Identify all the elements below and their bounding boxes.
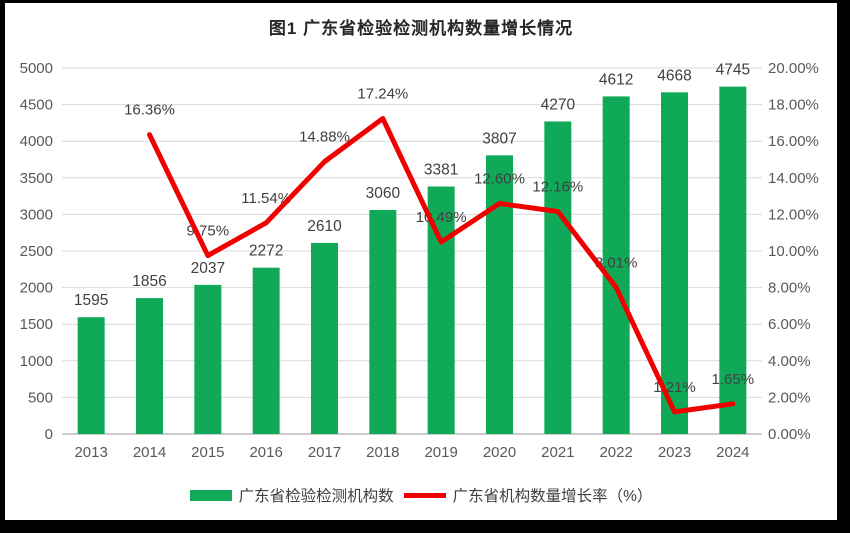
right-axis-tick-label: 10.00% (768, 243, 819, 260)
line-point-label: 12.60% (474, 170, 525, 187)
line-point-label: 14.88% (299, 129, 350, 146)
bar (602, 96, 630, 434)
line-point-label: 10.49% (416, 209, 467, 226)
line-point-label: 1.65% (712, 371, 755, 388)
x-axis-label: 2017 (308, 444, 341, 461)
line-point-label: 12.16% (532, 178, 583, 195)
bar-value-label: 1856 (132, 273, 166, 290)
bar-value-label: 1595 (74, 292, 108, 309)
bar (544, 121, 572, 434)
left-axis-tick-label: 3500 (20, 170, 53, 187)
bar-value-label: 3807 (482, 130, 516, 147)
line-point-label: 8.01% (595, 254, 638, 271)
bar (252, 267, 280, 434)
bar-value-label: 2272 (249, 243, 283, 260)
bar (77, 317, 105, 434)
bar-value-label: 2037 (191, 260, 225, 277)
x-axis-label: 2024 (716, 444, 749, 461)
bar (661, 92, 688, 434)
bar-value-label: 3060 (366, 185, 401, 202)
line-series-swatch (403, 492, 446, 498)
legend-label-growth-rate: 广东省机构数量增长率（%） (452, 488, 653, 505)
bar (719, 86, 747, 434)
x-axis-label: 2014 (133, 444, 166, 461)
left-axis-tick-label: 4500 (20, 97, 53, 114)
right-axis-tick-label: 8.00% (768, 280, 811, 297)
x-axis-label: 2022 (599, 444, 632, 461)
growth-rate-line (147, 116, 736, 415)
x-axis-label: 2013 (74, 444, 107, 461)
right-axis-tick-label: 2.00% (768, 389, 811, 406)
bar-value-label: 4270 (541, 96, 576, 113)
legend: 广东省检验检测机构数 广东省机构数量增长率（%） (5, 484, 837, 506)
left-axis-tick-label: 1500 (20, 316, 53, 333)
bar-value-label: 4612 (599, 71, 633, 88)
x-axis-label: 2020 (483, 444, 516, 461)
bar-series-swatch (189, 489, 232, 501)
left-axis-tick-label: 4000 (20, 133, 53, 150)
legend-label-institutions: 广东省检验检测机构数 (238, 488, 394, 505)
right-axis-tick-label: 14.00% (768, 170, 819, 187)
x-axis-label: 2023 (658, 444, 691, 461)
right-axis-tick-label: 18.00% (768, 97, 819, 114)
bar (311, 242, 338, 434)
x-axis-label: 2019 (424, 444, 457, 461)
x-axis-label: 2016 (249, 444, 282, 461)
bar (486, 155, 513, 434)
bar-value-label: 4668 (657, 67, 691, 84)
bar (136, 298, 163, 434)
right-axis-tick-label: 20.00% (768, 60, 819, 77)
left-axis-tick-label: 2500 (20, 243, 53, 260)
chart-title: 图1 广东省检验检测机构数量增长情况 (268, 19, 574, 38)
right-axis-tick-label: 12.00% (768, 206, 819, 223)
line-point-label: 16.36% (124, 102, 175, 119)
right-axis-tick-label: 6.00% (768, 316, 811, 333)
left-axis-tick-label: 0 (45, 426, 53, 443)
bar (369, 210, 397, 434)
bar (194, 284, 222, 434)
left-axis-tick-label: 5000 (20, 60, 53, 77)
right-axis-tick-label: 4.00% (768, 353, 811, 370)
left-axis-tick-label: 3000 (20, 206, 53, 223)
left-axis-tick-label: 2000 (20, 280, 53, 297)
right-axis-tick-label: 16.00% (768, 133, 819, 150)
bar-value-label: 2610 (307, 218, 342, 235)
left-axis-tick-label: 1000 (20, 353, 53, 370)
legend-item-institutions: 广东省检验检测机构数 (189, 484, 394, 506)
x-axis-label: 2015 (191, 444, 224, 461)
chart-plot-area: 0 500 1000 1500 2000 2500 3000 3500 4000 4500 5000… (20, 60, 819, 461)
right-axis-tick-label: 0.00% (768, 426, 811, 443)
bar-value-label: 4745 (716, 62, 750, 79)
bar-value-label: 3381 (424, 162, 458, 179)
line-point-label: 11.54% (241, 190, 291, 207)
legend-item-growth-rate: 广东省机构数量增长率（%） (403, 484, 653, 506)
x-axis-label: 2021 (541, 444, 574, 461)
x-axis-label: 2018 (366, 444, 399, 461)
line-point-label: 17.24% (357, 86, 408, 103)
left-axis-tick-label: 500 (28, 389, 53, 406)
